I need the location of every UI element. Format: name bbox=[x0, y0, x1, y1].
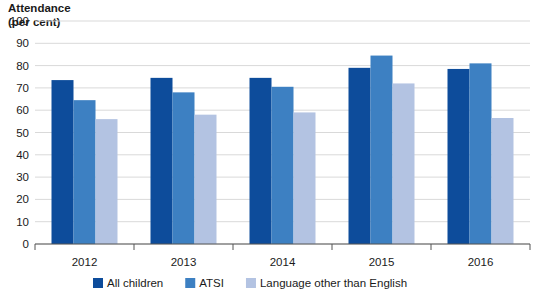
y-tick-label: 60 bbox=[16, 104, 29, 116]
y-tick-label: 0 bbox=[23, 238, 29, 250]
bar bbox=[195, 115, 217, 244]
legend-swatch bbox=[185, 278, 195, 288]
y-tick-label: 80 bbox=[16, 60, 29, 72]
bar bbox=[492, 118, 514, 244]
x-tick-label: 2015 bbox=[369, 256, 395, 268]
bar bbox=[96, 119, 118, 244]
y-tick-label: 70 bbox=[16, 82, 29, 94]
bar bbox=[294, 112, 316, 244]
x-tick bbox=[332, 244, 333, 250]
x-tick bbox=[530, 244, 531, 250]
y-tick-label: 10 bbox=[16, 216, 29, 228]
chart-container: Attendance (per cent) 0 10 20 30 40 50 60 70 80 90 1… bbox=[0, 0, 536, 299]
bar bbox=[272, 87, 294, 244]
legend-label: Language other than English bbox=[260, 277, 407, 289]
bars bbox=[52, 56, 514, 244]
x-tick-label: 2016 bbox=[468, 256, 494, 268]
y-tick-label: 90 bbox=[16, 37, 29, 49]
grid-line bbox=[35, 65, 530, 66]
chart-svg: Attendance (per cent) 0 10 20 30 40 50 60 70 80 90 1… bbox=[0, 0, 536, 299]
y-tick-label: 20 bbox=[16, 193, 29, 205]
legend-swatch bbox=[246, 278, 256, 288]
y-tick-label: 100 bbox=[10, 15, 29, 27]
bar bbox=[349, 68, 371, 244]
legend-swatch bbox=[93, 278, 103, 288]
grid-line bbox=[35, 244, 530, 245]
bar bbox=[52, 80, 74, 244]
x-tick bbox=[134, 244, 135, 250]
bar bbox=[371, 56, 393, 244]
y-tick-label: 30 bbox=[16, 171, 29, 183]
bar bbox=[151, 78, 173, 244]
y-tick-label: 40 bbox=[16, 149, 29, 161]
bar bbox=[74, 100, 96, 244]
x-tick-label: 2012 bbox=[72, 256, 98, 268]
grid-line bbox=[35, 43, 530, 44]
y-axis-label-line: (per cent) bbox=[8, 16, 61, 28]
x-tick bbox=[233, 244, 234, 250]
bar bbox=[250, 78, 272, 244]
bar bbox=[393, 83, 415, 244]
legend-label: All children bbox=[107, 277, 163, 289]
y-tick-label: 50 bbox=[16, 127, 29, 139]
x-tick bbox=[431, 244, 432, 250]
bar bbox=[470, 63, 492, 244]
y-axis-label: Attendance (per cent) bbox=[8, 2, 71, 28]
x-tick bbox=[35, 244, 36, 250]
bar bbox=[173, 92, 195, 244]
grid-line bbox=[35, 21, 530, 22]
y-axis-label-line: Attendance bbox=[8, 2, 71, 14]
legend-label: ATSI bbox=[199, 277, 224, 289]
x-axis-line bbox=[35, 244, 530, 245]
x-tick-label: 2013 bbox=[171, 256, 197, 268]
bar bbox=[448, 69, 470, 244]
x-tick-label: 2014 bbox=[270, 256, 296, 268]
